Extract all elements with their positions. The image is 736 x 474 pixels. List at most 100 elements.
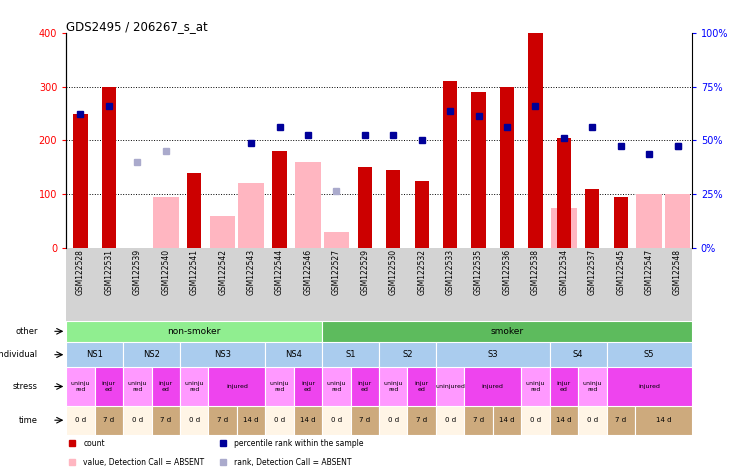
Bar — [322, 342, 379, 367]
Text: GSM122548: GSM122548 — [673, 249, 682, 295]
Text: S2: S2 — [403, 350, 413, 359]
Bar — [265, 367, 294, 406]
Text: 14 d: 14 d — [300, 417, 316, 423]
Text: 0 d: 0 d — [75, 417, 86, 423]
Text: 0 d: 0 d — [188, 417, 199, 423]
Bar — [210, 216, 236, 248]
Bar — [472, 92, 486, 248]
Bar — [464, 406, 493, 435]
Text: injur
ed: injur ed — [358, 381, 372, 392]
Text: GSM122531: GSM122531 — [105, 249, 113, 295]
Text: 7 d: 7 d — [103, 417, 115, 423]
Bar — [408, 406, 436, 435]
Text: GSM122541: GSM122541 — [190, 249, 199, 295]
Bar — [123, 406, 152, 435]
Text: 14 d: 14 d — [244, 417, 259, 423]
Bar — [521, 406, 550, 435]
Bar — [95, 406, 123, 435]
Text: uninju
red: uninju red — [71, 381, 91, 392]
Text: S3: S3 — [487, 350, 498, 359]
Bar — [123, 342, 180, 367]
Text: NS1: NS1 — [86, 350, 103, 359]
Text: injur
ed: injur ed — [301, 381, 315, 392]
Bar — [180, 342, 265, 367]
Text: injur
ed: injur ed — [557, 381, 571, 392]
Text: GSM122530: GSM122530 — [389, 249, 397, 295]
Bar — [464, 367, 521, 406]
Bar — [208, 367, 265, 406]
Text: 0 d: 0 d — [445, 417, 456, 423]
Text: smoker: smoker — [490, 327, 523, 336]
Text: GSM122537: GSM122537 — [588, 249, 597, 295]
Bar — [74, 114, 88, 248]
Bar — [585, 189, 599, 248]
Bar — [66, 342, 123, 367]
Text: GSM122545: GSM122545 — [616, 249, 626, 295]
Bar — [187, 173, 202, 248]
Bar — [408, 367, 436, 406]
Bar — [556, 138, 571, 248]
Text: 14 d: 14 d — [556, 417, 572, 423]
Bar — [322, 406, 350, 435]
Bar — [606, 367, 692, 406]
Bar — [294, 406, 322, 435]
Bar — [578, 406, 606, 435]
Bar — [102, 87, 116, 248]
Text: 7 d: 7 d — [615, 417, 626, 423]
Text: S5: S5 — [644, 350, 654, 359]
Bar — [180, 367, 208, 406]
Bar — [322, 320, 692, 342]
Bar — [436, 367, 464, 406]
Bar — [550, 367, 578, 406]
Bar — [606, 406, 635, 435]
Bar — [123, 367, 152, 406]
Bar — [528, 33, 542, 248]
Bar — [66, 367, 95, 406]
Text: GSM122527: GSM122527 — [332, 249, 341, 295]
Bar — [443, 82, 457, 248]
Text: 7 d: 7 d — [416, 417, 428, 423]
Text: non-smoker: non-smoker — [168, 327, 221, 336]
Text: GSM122535: GSM122535 — [474, 249, 483, 295]
Bar — [379, 406, 408, 435]
Text: GSM122533: GSM122533 — [445, 249, 455, 295]
Text: 0 d: 0 d — [587, 417, 598, 423]
Text: GSM122529: GSM122529 — [361, 249, 369, 295]
Text: other: other — [15, 327, 38, 336]
Text: 7 d: 7 d — [160, 417, 171, 423]
Bar — [350, 367, 379, 406]
Bar — [152, 367, 180, 406]
Bar — [521, 367, 550, 406]
Text: injur
ed: injur ed — [159, 381, 173, 392]
Text: S1: S1 — [345, 350, 355, 359]
Bar — [294, 367, 322, 406]
Text: 7 d: 7 d — [217, 417, 228, 423]
Text: percentile rank within the sample: percentile rank within the sample — [234, 439, 364, 448]
Bar — [436, 406, 464, 435]
Bar — [322, 367, 350, 406]
Text: uninju
red: uninju red — [127, 381, 147, 392]
Bar — [66, 320, 322, 342]
Bar — [237, 406, 265, 435]
Text: uninjured: uninjured — [435, 384, 465, 389]
Text: 7 d: 7 d — [359, 417, 370, 423]
Bar — [436, 342, 550, 367]
Text: count: count — [83, 439, 105, 448]
Text: GSM122534: GSM122534 — [559, 249, 568, 295]
Bar — [386, 170, 400, 248]
Text: 14 d: 14 d — [499, 417, 514, 423]
Text: NS3: NS3 — [214, 350, 231, 359]
Bar — [665, 194, 690, 248]
Bar — [350, 406, 379, 435]
Text: GSM122538: GSM122538 — [531, 249, 540, 295]
Text: uninju
red: uninju red — [383, 381, 403, 392]
Text: injur
ed: injur ed — [414, 381, 429, 392]
Text: 0 d: 0 d — [388, 417, 399, 423]
Bar — [238, 183, 264, 248]
Bar — [614, 197, 628, 248]
Text: GSM122543: GSM122543 — [247, 249, 255, 295]
Bar — [551, 208, 577, 248]
Bar — [637, 194, 662, 248]
Text: GSM122528: GSM122528 — [76, 249, 85, 295]
Text: injur
ed: injur ed — [102, 381, 116, 392]
